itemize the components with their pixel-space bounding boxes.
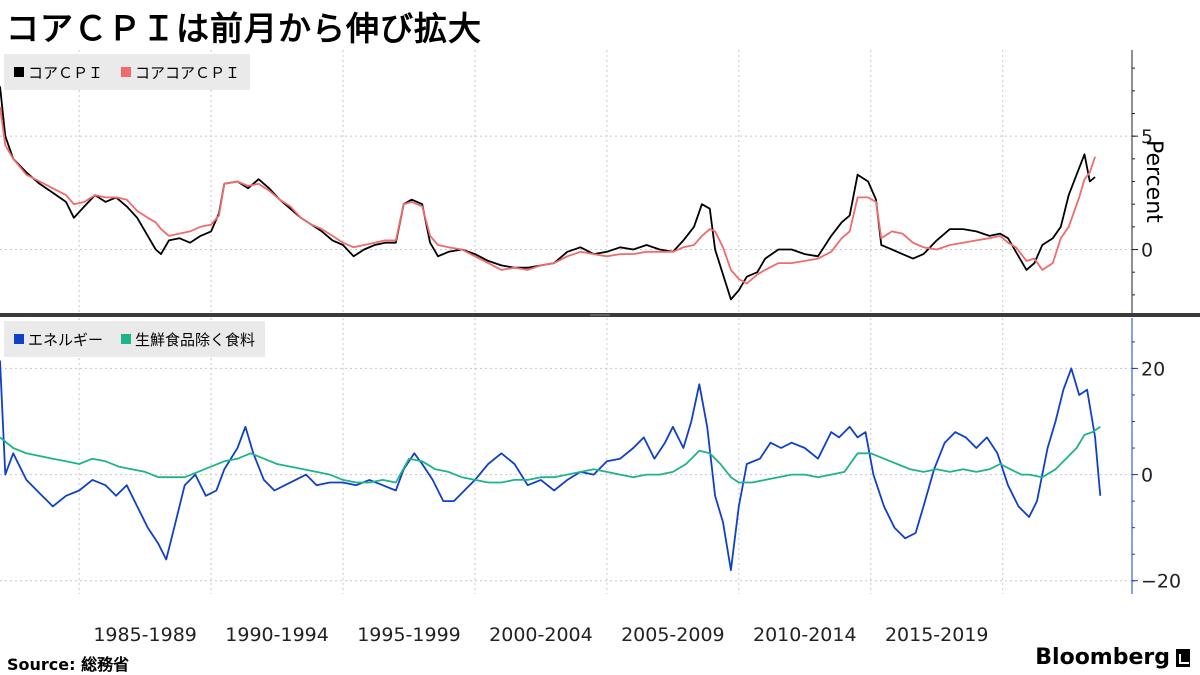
legend-bottom-panel: エネルギー 生鮮食品除く食料 <box>4 321 266 357</box>
legend-item-energy: エネルギー <box>14 329 103 350</box>
y-tick-label-0-1: 5 <box>1141 126 1153 148</box>
x-tick-label-1: 1990-1994 <box>225 624 329 646</box>
legend-label-core-core-cpi: コアコアＣＰＩ <box>135 63 241 82</box>
legend-item-food: 生鮮食品除く食料 <box>121 329 255 350</box>
label-layer: 0 5 −20 0 20 1985-1989 1990-1994 1995-1999 2000-… <box>93 126 1181 646</box>
x-tick-label-5: 2010-2014 <box>753 624 857 646</box>
legend-item-core-cpi: コアＣＰＩ <box>14 62 103 83</box>
legend-top-panel: コアＣＰＩ コアコアＣＰＩ <box>4 54 251 90</box>
chart-title: コアＣＰＩは前月から伸び拡大 <box>6 9 482 48</box>
x-tick-label-2: 1995-1999 <box>357 624 461 646</box>
brand-name: Bloomberg <box>1035 645 1170 670</box>
source-note: Source: 総務省 <box>7 655 130 674</box>
x-tick-label-6: 2015-2019 <box>885 624 989 646</box>
y-tick-label-1-1: 0 <box>1141 465 1153 487</box>
legend-swatch-food <box>121 334 132 344</box>
legend-label-food: 生鮮食品除く食料 <box>135 330 256 349</box>
legend-label-energy: エネルギー <box>28 330 104 349</box>
bloomberg-terminal-icon <box>1176 648 1190 667</box>
series-line-0-0 <box>0 86 1096 301</box>
series-line-1-0 <box>0 360 1102 571</box>
y-tick-label-0-0: 0 <box>1141 240 1153 262</box>
legend-swatch-energy <box>14 334 24 344</box>
x-tick-label-4: 2005-2009 <box>621 624 725 646</box>
y-axis-label-top: Percent <box>1141 140 1166 223</box>
brand-logo: Bloomberg <box>1035 645 1190 670</box>
legend-swatch-core-cpi <box>14 67 24 77</box>
legend-label-core-cpi: コアＣＰＩ <box>28 63 104 82</box>
axis-layer <box>0 50 1200 594</box>
y-tick-label-1-2: 20 <box>1141 358 1165 380</box>
x-tick-label-0: 1985-1989 <box>93 624 197 646</box>
series-line-0-1 <box>0 106 1096 285</box>
legend-item-core-core-cpi: コアコアＣＰＩ <box>121 62 240 83</box>
legend-swatch-core-core-cpi <box>121 67 132 77</box>
x-tick-label-3: 2000-2004 <box>489 624 593 646</box>
series-line-1-1 <box>0 426 1101 484</box>
series-layer <box>0 86 1102 571</box>
y-tick-label-1-0: −20 <box>1141 571 1181 593</box>
